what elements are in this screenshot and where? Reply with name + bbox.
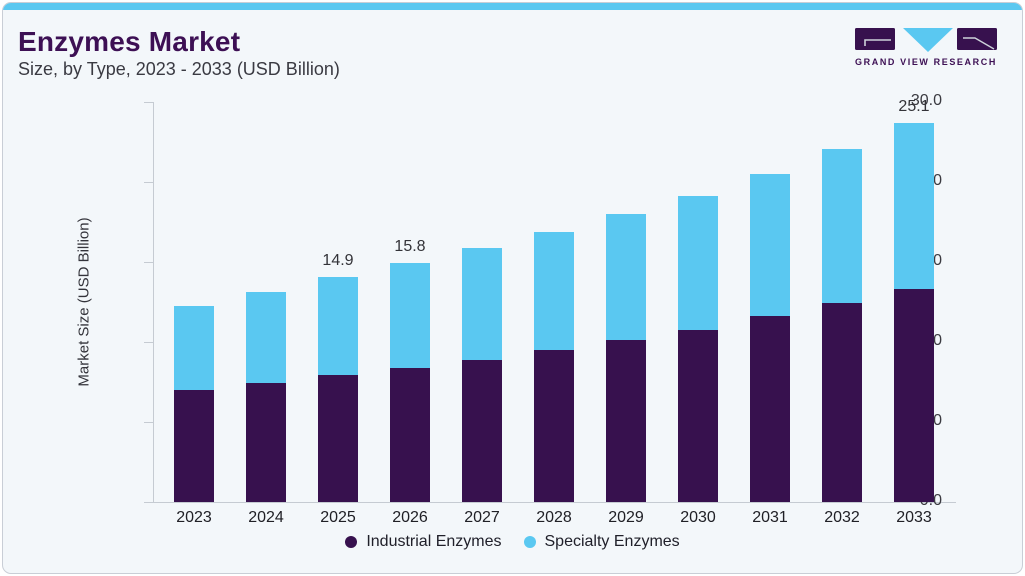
bar-2029: 2029 <box>606 213 646 526</box>
x-axis-label-2031: 2031 <box>752 509 788 526</box>
bar-2025-industrial-segment <box>318 375 358 502</box>
legend-label: Industrial Enzymes <box>366 533 502 550</box>
x-axis-label-2026: 2026 <box>392 509 428 526</box>
bar-2025: 14.9 2025 <box>318 252 358 526</box>
bar-2023-industrial-segment <box>174 390 214 502</box>
bar-2023-specialty-segment <box>174 305 214 391</box>
bar-2031-industrial-segment <box>750 316 790 502</box>
bar-2033-specialty-segment <box>894 123 934 290</box>
y-axis-tick <box>144 341 153 343</box>
plot-area: 30.024.018.012.06.00.0 2023202414.920251… <box>144 92 956 526</box>
y-axis-tick-label: 30.0 <box>910 92 942 109</box>
bar-2033-industrial-segment <box>894 289 934 502</box>
x-axis-label-2033: 2033 <box>896 509 932 526</box>
bar-value-label-2033: 25.1 <box>898 98 930 115</box>
bar-2026-specialty-segment <box>390 263 430 368</box>
y-axis-tick <box>144 261 153 263</box>
x-axis-label-2032: 2032 <box>824 509 860 526</box>
bar-2028-industrial-segment <box>534 349 574 502</box>
bar-2025-specialty-segment <box>318 277 358 376</box>
bars-container: 2023 2024 14.9 2025 15.8 2026 2027 2028 2029 2030… <box>154 98 956 526</box>
y-axis-tick <box>144 421 153 423</box>
legend: Industrial Enzymes Specialty Enzymes <box>0 533 1025 551</box>
legend-item-specialty-enzymes: Specialty Enzymes <box>523 533 680 551</box>
bar-2030-specialty-segment <box>678 195 718 330</box>
bar-2026: 15.8 2026 <box>390 238 430 526</box>
y-axis-title: Market Size (USD Billion) <box>75 217 93 387</box>
x-axis-label-2030: 2030 <box>680 509 716 526</box>
bar-2030-industrial-segment <box>678 329 718 502</box>
y-axis-tick <box>144 181 153 183</box>
x-axis-label-2028: 2028 <box>536 509 572 526</box>
bar-2024: 2024 <box>246 292 286 526</box>
page-title: Enzymes Market <box>18 26 241 57</box>
y-axis-tick <box>144 501 153 503</box>
legend-item-industrial-enzymes: Industrial Enzymes <box>345 533 502 551</box>
bar-2032-industrial-segment <box>822 302 862 502</box>
bar-2026-industrial-segment <box>390 367 430 502</box>
bar-2027: 2027 <box>462 248 502 526</box>
brand-logo: GRAND VIEW RESEARCH <box>855 27 997 67</box>
bar-value-label-2025: 14.9 <box>322 252 354 270</box>
bar-2031: 2031 <box>750 174 790 526</box>
bar-2029-industrial-segment <box>606 340 646 502</box>
x-axis-label-2027: 2027 <box>464 509 500 526</box>
legend-label: Specialty Enzymes <box>544 533 680 550</box>
x-axis-label-2029: 2029 <box>608 509 644 526</box>
bar-2024-industrial-segment <box>246 382 286 502</box>
page-subtitle: Size, by Type, 2023 - 2033 (USD Billion) <box>18 59 340 79</box>
gvr-logo-icon <box>855 28 997 52</box>
x-axis-label-2024: 2024 <box>248 509 284 526</box>
bar-2031-specialty-segment <box>750 174 790 317</box>
accent-stripe <box>3 3 1022 10</box>
bar-2028-specialty-segment <box>534 231 574 350</box>
y-axis-tick <box>144 101 153 103</box>
bar-2027-industrial-segment <box>462 360 502 502</box>
legend-swatch-icon <box>345 536 358 548</box>
legend-swatch-icon <box>523 536 536 548</box>
bar-2032-specialty-segment <box>822 148 862 303</box>
bar-2024-specialty-segment <box>246 292 286 383</box>
bar-2027-specialty-segment <box>462 248 502 361</box>
x-axis-label-2025: 2025 <box>320 509 356 526</box>
bar-2023: 2023 <box>174 305 214 526</box>
bar-2029-specialty-segment <box>606 213 646 341</box>
bar-2033: 25.1 2033 <box>894 98 934 526</box>
brand-name: GRAND VIEW RESEARCH <box>855 57 997 67</box>
bar-value-label-2026: 15.8 <box>394 238 426 256</box>
x-axis-label-2023: 2023 <box>176 509 212 526</box>
bar-2028: 2028 <box>534 231 574 526</box>
bar-2032: 2032 <box>822 148 862 526</box>
bar-2030: 2030 <box>678 195 718 526</box>
